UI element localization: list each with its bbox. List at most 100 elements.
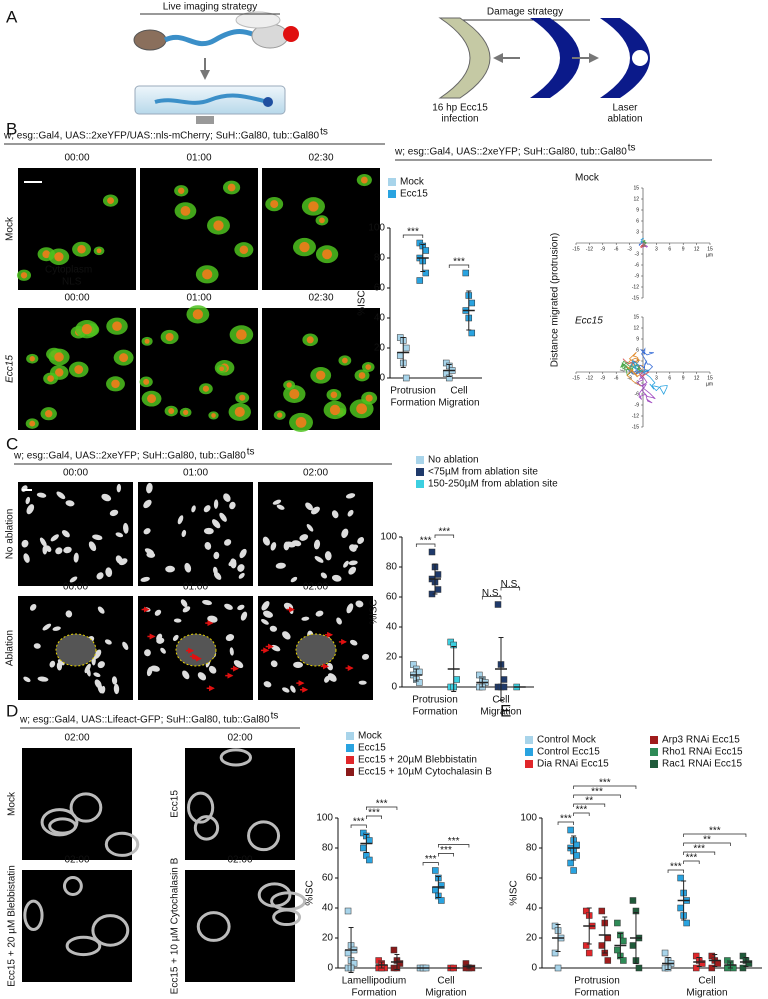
x-tick-label: -6 bbox=[614, 375, 619, 381]
category-label: Migration bbox=[480, 707, 521, 718]
cell bbox=[275, 562, 286, 569]
cell bbox=[293, 661, 303, 668]
y-tick-label: 100 bbox=[368, 223, 385, 234]
nucleus bbox=[286, 382, 292, 388]
cell bbox=[113, 683, 120, 695]
nucleus bbox=[211, 413, 216, 418]
x-tick-label: -15 bbox=[572, 375, 579, 381]
cell bbox=[50, 534, 59, 542]
data-point bbox=[468, 299, 476, 307]
nucleus bbox=[107, 197, 115, 205]
cell bbox=[348, 566, 357, 575]
time-label: 02:00 bbox=[303, 582, 328, 593]
significance-label: N.S. bbox=[501, 579, 520, 590]
channel-label: NLS bbox=[62, 277, 82, 288]
panel-label: C bbox=[6, 434, 18, 453]
x-tick-label: 15 bbox=[707, 375, 713, 381]
cell bbox=[224, 539, 232, 546]
nucleus bbox=[289, 389, 300, 400]
cell bbox=[118, 558, 128, 566]
condition-label: Ecc15 + 10 µM Cytochalasin B bbox=[170, 857, 181, 994]
y-tick-label: 80 bbox=[386, 562, 398, 573]
condition-label: Ecc15 bbox=[170, 790, 181, 818]
cell bbox=[23, 899, 44, 931]
cell bbox=[193, 815, 220, 841]
cell bbox=[150, 665, 160, 672]
data-point bbox=[432, 886, 439, 894]
legend-swatch bbox=[650, 736, 658, 744]
trajectory bbox=[642, 241, 646, 248]
cell bbox=[180, 599, 188, 607]
cell bbox=[320, 572, 328, 579]
significance-bracket bbox=[683, 842, 731, 846]
significance-bracket bbox=[683, 851, 716, 855]
y-tick-label: 0 bbox=[327, 963, 333, 974]
cell bbox=[65, 500, 75, 507]
legend-swatch bbox=[416, 480, 424, 488]
nucleus bbox=[42, 250, 51, 259]
cell bbox=[270, 660, 278, 668]
unit-label: µm bbox=[706, 381, 713, 387]
y-tick-label: 60 bbox=[322, 873, 334, 884]
cell bbox=[182, 670, 190, 680]
cell bbox=[247, 820, 281, 852]
cell bbox=[181, 529, 187, 538]
nucleus bbox=[143, 378, 150, 385]
nucleus bbox=[55, 368, 64, 377]
nucleus bbox=[45, 410, 53, 418]
significance-bracket bbox=[573, 794, 621, 798]
category-label: Cell bbox=[437, 976, 454, 987]
ablation-label: Laser bbox=[612, 103, 638, 114]
data-point bbox=[573, 852, 580, 859]
cell bbox=[355, 600, 364, 608]
significance-label: *** bbox=[407, 227, 419, 238]
nucleus bbox=[277, 412, 283, 418]
cell bbox=[29, 604, 37, 611]
x-tick-label: -6 bbox=[614, 246, 619, 252]
time-label: 01:00 bbox=[183, 582, 208, 593]
category-label: Formation bbox=[412, 707, 457, 718]
nucleus bbox=[316, 370, 326, 380]
microscopy-image bbox=[18, 482, 133, 586]
data-point bbox=[428, 548, 436, 556]
nucleus bbox=[183, 409, 189, 415]
condition-label: Mock bbox=[7, 791, 18, 816]
category-label: Migration bbox=[438, 398, 479, 409]
cell bbox=[84, 663, 91, 674]
y-tick-label: 3 bbox=[636, 229, 639, 235]
nucleus bbox=[322, 249, 333, 260]
cell bbox=[40, 808, 79, 837]
cell bbox=[42, 623, 52, 631]
cell bbox=[290, 685, 296, 693]
y-tick-label: 100 bbox=[380, 532, 397, 543]
significance-label: *** bbox=[693, 844, 705, 855]
x-tick-label: -9 bbox=[601, 375, 606, 381]
time-label: 02:30 bbox=[308, 153, 333, 164]
legend-label: Control Ecc15 bbox=[537, 747, 600, 758]
cell bbox=[111, 676, 118, 685]
legend-swatch bbox=[346, 756, 354, 764]
cell bbox=[101, 493, 112, 502]
trajectory bbox=[640, 347, 654, 373]
legend-swatch bbox=[346, 768, 354, 776]
cell bbox=[213, 551, 220, 560]
significance-label: *** bbox=[440, 845, 452, 856]
cell bbox=[146, 551, 156, 558]
cell bbox=[182, 606, 191, 613]
y-tick-label: 3 bbox=[636, 358, 639, 364]
significance-bracket bbox=[422, 862, 439, 866]
significance-label: *** bbox=[439, 527, 451, 538]
cell bbox=[65, 935, 102, 957]
cell bbox=[331, 510, 339, 519]
data-point bbox=[620, 937, 627, 945]
cell bbox=[177, 515, 184, 525]
data-point bbox=[677, 874, 684, 882]
data-point bbox=[714, 960, 722, 967]
cell bbox=[349, 639, 358, 646]
cell bbox=[269, 625, 278, 632]
cell bbox=[140, 576, 150, 582]
cell bbox=[313, 539, 321, 550]
row-label: Mock bbox=[5, 216, 16, 241]
ablation-site bbox=[295, 633, 337, 667]
cell bbox=[73, 552, 79, 563]
